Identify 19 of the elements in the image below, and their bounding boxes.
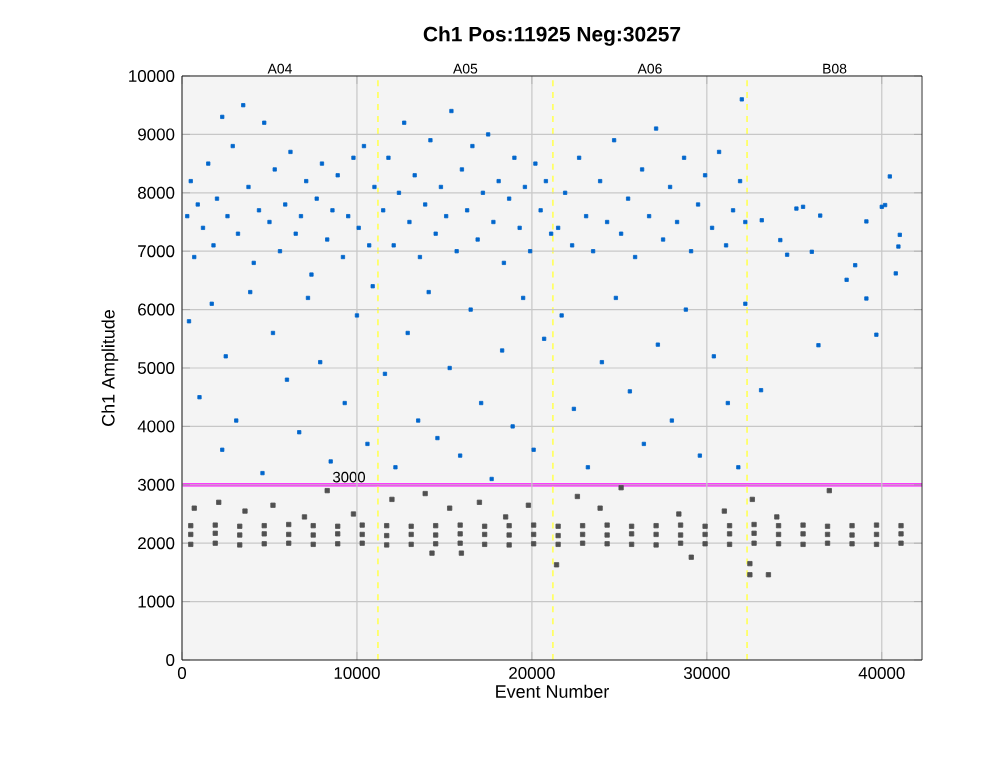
y-tick-label: 0 xyxy=(166,654,175,666)
y-tick-label: 6000 xyxy=(138,303,175,316)
x-tick-label: 30000 xyxy=(683,667,730,680)
chart-title: Ch1 Pos:11925 Neg:30257 xyxy=(423,26,681,46)
y-tick-label: 5000 xyxy=(137,362,175,374)
y-tick-label: 10000 xyxy=(129,70,175,82)
y-tick-label: 3000 xyxy=(137,478,175,491)
y-tick-label: 7000 xyxy=(138,245,175,258)
y-axis-title: Ch1 Amplitude xyxy=(101,310,119,426)
x-tick-label: 20000 xyxy=(509,667,555,680)
y-tick-label: 4000 xyxy=(137,420,175,433)
x-tick-label: 0 xyxy=(177,667,187,680)
y-tick-label: 9000 xyxy=(138,128,175,141)
y-tick-label: 2000 xyxy=(138,537,175,550)
x-axis-title: Event Number xyxy=(496,684,610,698)
x-tick-label: 40000 xyxy=(858,667,905,680)
y-tick-label: 8000 xyxy=(138,186,175,199)
x-tick-label: 10000 xyxy=(334,667,380,680)
y-tick-label: 1000 xyxy=(138,595,175,608)
